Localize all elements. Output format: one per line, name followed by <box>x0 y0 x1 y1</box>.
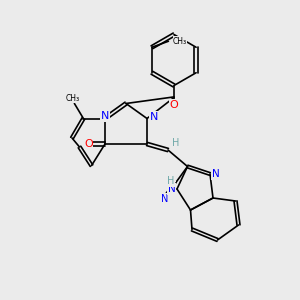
Text: O: O <box>84 139 93 149</box>
Text: O: O <box>169 100 178 110</box>
Text: CH₃: CH₃ <box>173 37 187 46</box>
Text: H: H <box>167 176 175 187</box>
Text: N: N <box>168 184 176 194</box>
Text: CH₃: CH₃ <box>66 94 80 103</box>
Text: N: N <box>149 112 158 122</box>
Text: H: H <box>172 137 179 148</box>
Text: N: N <box>161 194 168 204</box>
Text: N: N <box>212 169 219 179</box>
Text: N: N <box>101 111 109 121</box>
Text: C: C <box>169 182 176 192</box>
